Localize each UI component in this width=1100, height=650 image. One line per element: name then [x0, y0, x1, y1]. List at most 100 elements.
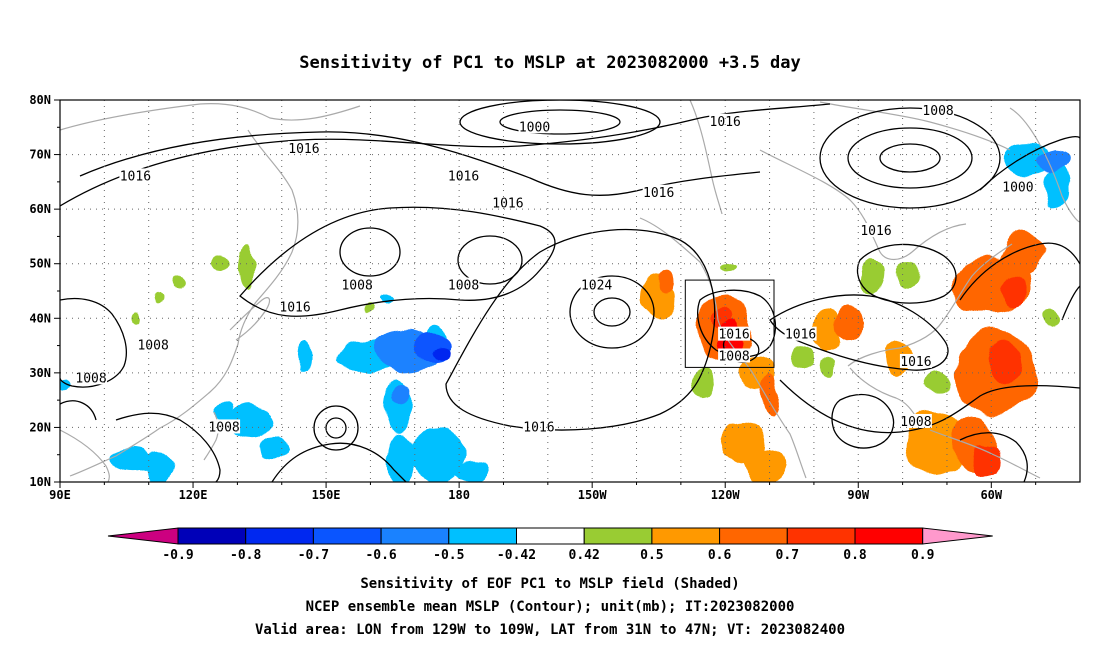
- lat-label: 40N: [29, 311, 51, 325]
- shade-region: [689, 367, 717, 401]
- shade-region: [1000, 274, 1027, 308]
- siberia-coast: [60, 103, 361, 131]
- contour-label: 1008: [899, 413, 932, 430]
- shade-region: [381, 291, 395, 302]
- contour-label-bg: [642, 184, 675, 199]
- contour-label-bg: [718, 348, 751, 363]
- shade-region: [893, 260, 921, 289]
- contour-label-bg: [899, 353, 932, 368]
- colorbar-label: 0.5: [640, 548, 663, 563]
- lon-label: 60W: [980, 488, 1002, 502]
- contour-label: 1008: [341, 277, 374, 294]
- captions: Sensitivity of EOF PC1 to MSLP field (Sh…: [255, 576, 845, 638]
- contour-label: 1016: [279, 299, 312, 315]
- contour-label-text: 1016: [900, 355, 931, 370]
- contour-label: 1016: [287, 141, 320, 157]
- shade-region: [986, 340, 1023, 384]
- shade-region: [432, 345, 451, 357]
- contour-label: 1000: [518, 119, 551, 135]
- contour-1016-central: [769, 294, 949, 371]
- contour-label: 1016: [642, 184, 675, 201]
- colorbar-label: 0.6: [708, 548, 732, 563]
- shade-region: [237, 247, 256, 291]
- contour-label-text: 1008: [341, 279, 372, 294]
- colorbar-segment: [245, 527, 314, 545]
- contour-label-text: 1008: [900, 415, 931, 430]
- colorbar-segment: [583, 527, 653, 545]
- contour-1016-b: [79, 131, 761, 197]
- verification-area-box: [684, 279, 775, 368]
- contour-1008-a: [339, 227, 401, 277]
- contour-label: 1016: [709, 113, 742, 130]
- contour-edge-east: [1061, 285, 1080, 321]
- shade-region: [787, 345, 814, 368]
- contour-label-text: 1000: [519, 120, 550, 135]
- contour-label-text: 1008: [208, 420, 239, 435]
- contour-label-bg: [1001, 179, 1034, 194]
- contour-label-text: 1008: [137, 339, 168, 354]
- contour-1016-south: [779, 379, 1080, 434]
- contour-label-text: 1016: [785, 328, 816, 343]
- colorbar-label: -0.42: [497, 548, 536, 563]
- colorbar-label: 0.9: [911, 548, 934, 563]
- contour-1008-west: [60, 297, 127, 388]
- shade-region: [1004, 143, 1049, 177]
- shade-region: [173, 274, 187, 286]
- contour-label-bg: [447, 168, 480, 183]
- axis-ticks: [54, 99, 1037, 488]
- contour-label-text: 1016: [718, 328, 749, 343]
- contour-label: 1016: [718, 326, 751, 343]
- shade-region: [210, 255, 229, 272]
- lat-label: 60N: [29, 202, 51, 216]
- contour-label-text: 1016: [492, 197, 523, 212]
- colorbar-label: 0.8: [843, 548, 867, 563]
- contour-1008-sw-asia: [115, 412, 221, 482]
- contour-label-bg: [784, 326, 817, 341]
- shade-region: [1035, 149, 1072, 171]
- contour-label-bg: [522, 419, 555, 434]
- shade-region: [297, 340, 311, 373]
- contour-label: 1008: [922, 102, 955, 119]
- shade-region: [924, 372, 952, 395]
- contour-label-bg: [341, 277, 374, 292]
- shade-region: [454, 460, 491, 482]
- contour-label: 1016: [119, 168, 152, 184]
- contour-west-small: [60, 400, 97, 421]
- contour-label: 1008: [447, 277, 480, 294]
- lat-label: 20N: [29, 420, 51, 434]
- contour-label-bg: [208, 419, 241, 434]
- contour-label-bg: [447, 277, 480, 292]
- contour-label-bg: [279, 299, 312, 314]
- shade-region: [858, 258, 885, 291]
- shade-region: [108, 449, 154, 472]
- contour-label-bg: [709, 113, 742, 128]
- contour-label-text: 1016: [288, 142, 319, 157]
- contour-1008-se: [831, 393, 895, 449]
- shade-region: [215, 400, 233, 422]
- colorbar-above-triangle: [922, 527, 993, 545]
- contour-1024: [569, 275, 655, 349]
- colorbar-segment: [651, 527, 721, 545]
- shade-region: [153, 292, 162, 301]
- lat-lon-grid: [60, 100, 1080, 482]
- shade-region: [818, 356, 837, 379]
- lon-label: 90W: [847, 488, 869, 502]
- contour-label-text: 1016: [710, 115, 741, 130]
- shade-region: [1044, 165, 1072, 210]
- shade-region: [720, 263, 739, 275]
- lat-label: 70N: [29, 148, 51, 162]
- sensitivity-shading: [60, 143, 1072, 482]
- contour-label-text: 1016: [120, 169, 151, 184]
- contour-label: 1024: [580, 277, 613, 294]
- contour-label-text: 1000: [1002, 180, 1033, 195]
- colorbar-segment: [854, 527, 924, 545]
- contour-label: 1008: [137, 337, 170, 354]
- contour-label-text: 1016: [279, 300, 310, 315]
- se-asia-coast: [60, 429, 110, 482]
- contour-1016-sw: [697, 289, 777, 358]
- contour-label-bg: [518, 119, 551, 134]
- contour-1012-south: [271, 442, 407, 482]
- contour-992: [879, 143, 941, 173]
- lon-label: 150E: [312, 488, 341, 502]
- lat-label: 10N: [29, 475, 51, 489]
